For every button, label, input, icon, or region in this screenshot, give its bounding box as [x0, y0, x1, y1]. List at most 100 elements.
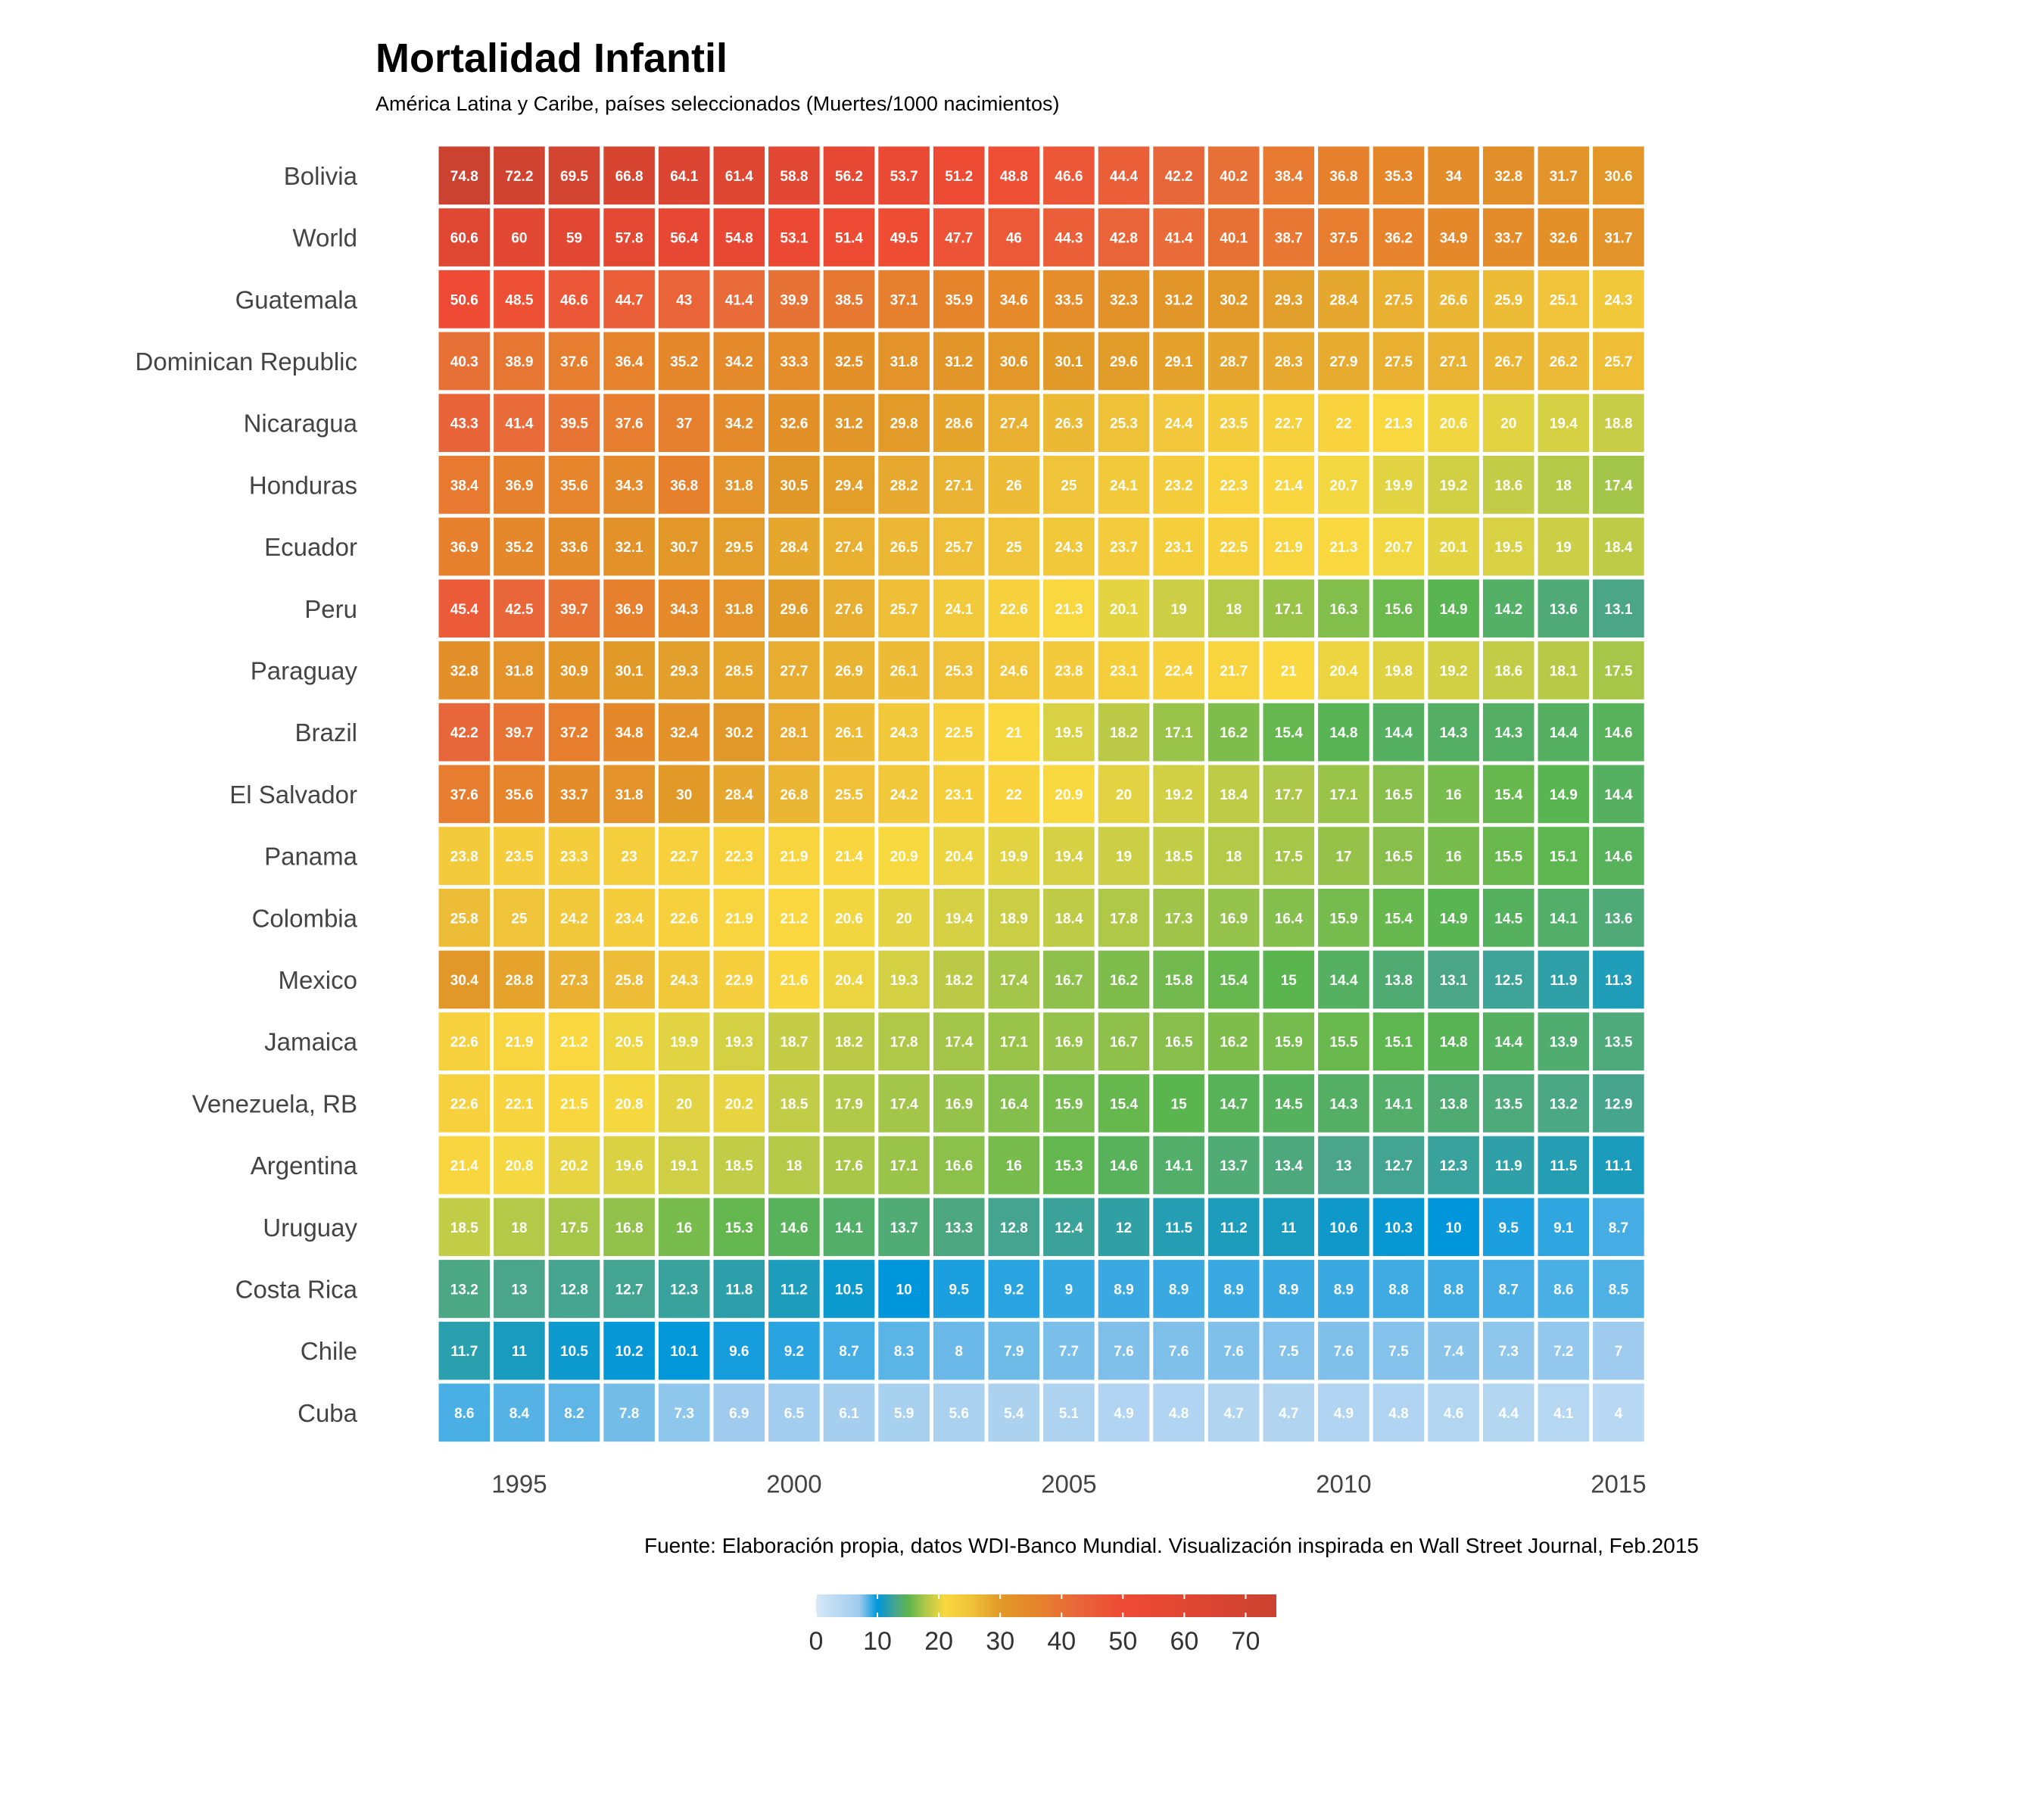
- heatmap-cell: [1482, 1074, 1535, 1133]
- chart-title: Mortalidad Infantil: [375, 36, 728, 81]
- cell-value-label: 14.6: [1604, 725, 1632, 741]
- cell-value-label: 17.8: [1110, 911, 1138, 927]
- cell-value-label: 27.9: [1329, 354, 1357, 370]
- heatmap-cell: [1593, 1074, 1644, 1133]
- x-tick-label: 2000: [766, 1470, 821, 1498]
- cell-value-label: 16.5: [1385, 849, 1413, 865]
- cell-value-label: 37.5: [1329, 231, 1357, 247]
- heatmap-cell: [878, 456, 930, 514]
- heatmap-cell: [1428, 1260, 1479, 1318]
- cell-value-label: 29.3: [670, 663, 698, 679]
- cell-value-label: 25.7: [890, 602, 918, 618]
- cell-value-label: 18.4: [1055, 911, 1083, 927]
- row-label: Venezuela, RB: [192, 1089, 357, 1117]
- cell-value-label: 11.5: [1550, 1158, 1577, 1174]
- heatmap-cell: [1318, 765, 1369, 824]
- cell-value-label: 15.1: [1550, 849, 1578, 865]
- heatmap-cell: [1207, 703, 1260, 762]
- cell-value-label: 19.4: [1055, 849, 1083, 865]
- cell-value-label: 7.6: [1223, 1344, 1243, 1360]
- heatmap-cell: [1098, 888, 1150, 947]
- heatmap-cell: [1043, 950, 1095, 1009]
- heatmap-cell: [878, 888, 930, 947]
- cell-value-label: 26.6: [1440, 292, 1468, 308]
- heatmap-cell: [1207, 146, 1260, 205]
- heatmap-cell: [438, 888, 491, 947]
- heatmap-cell: [1482, 1383, 1535, 1442]
- heatmap-cell: [768, 1198, 820, 1257]
- cell-value-label: 11.8: [725, 1282, 752, 1298]
- heatmap-cell: [548, 1136, 600, 1195]
- heatmap-cell: [494, 1260, 545, 1318]
- cell-value-label: 26.3: [1055, 416, 1083, 432]
- cell-value-label: 19.2: [1440, 478, 1468, 494]
- cell-value-label: 16.8: [615, 1220, 643, 1236]
- heatmap-cell: [1207, 765, 1260, 824]
- heatmap-cell: [494, 270, 545, 329]
- heatmap-cell: [823, 827, 875, 885]
- heatmap-cell: [1207, 456, 1260, 514]
- cell-value-label: 26.8: [780, 787, 808, 803]
- heatmap-cell: [1318, 146, 1369, 205]
- cell-value-label: 31.7: [1604, 231, 1632, 247]
- heatmap-cell: [603, 827, 655, 885]
- heatmap-cell: [548, 1074, 600, 1133]
- cell-value-label: 20.2: [725, 1096, 753, 1112]
- heatmap-cell: [1263, 1321, 1315, 1380]
- heatmap-cell: [548, 332, 600, 391]
- heatmap-cell: [878, 950, 930, 1009]
- heatmap-cell: [548, 146, 600, 205]
- heatmap-cell: [658, 1198, 710, 1257]
- heatmap-cell: [658, 1136, 710, 1195]
- cell-value-label: 10.2: [615, 1344, 643, 1360]
- row-label: Nicaragua: [244, 410, 358, 438]
- heatmap-cell: [1538, 394, 1590, 452]
- cell-value-label: 31.8: [890, 354, 918, 370]
- cell-value-label: 7.6: [1114, 1344, 1133, 1360]
- heatmap-cell: [1098, 270, 1150, 329]
- heatmap-cell: [603, 332, 655, 391]
- cell-value-label: 4: [1615, 1406, 1623, 1422]
- cell-value-label: 27.5: [1385, 292, 1413, 308]
- heatmap-cell: [1482, 827, 1535, 885]
- heatmap-cell: [933, 146, 985, 205]
- heatmap-cell: [1153, 332, 1204, 391]
- cell-value-label: 13.6: [1550, 602, 1578, 618]
- heatmap-cell: [658, 888, 710, 947]
- cell-value-label: 18.6: [1494, 663, 1522, 679]
- heatmap-cell: [548, 703, 600, 762]
- heatmap-cell: [878, 579, 930, 638]
- cell-value-label: 24.3: [890, 725, 918, 741]
- heatmap-cell: [1428, 888, 1479, 947]
- cell-value-label: 30.6: [1000, 354, 1028, 370]
- heatmap-cell: [1043, 888, 1095, 947]
- cell-value-label: 37.2: [560, 725, 588, 741]
- heatmap-cell: [548, 1383, 600, 1442]
- heatmap-cell: [1318, 1198, 1369, 1257]
- cell-value-label: 11.1: [1605, 1158, 1632, 1174]
- heatmap-cell: [548, 888, 600, 947]
- cell-value-label: 34.3: [670, 602, 698, 618]
- heatmap-cell: [768, 641, 820, 700]
- cell-value-label: 27.7: [780, 663, 808, 679]
- cell-value-label: 20.7: [1385, 540, 1413, 556]
- cell-value-label: 18.5: [1165, 849, 1193, 865]
- heatmap-cell: [1593, 208, 1644, 266]
- cell-value-label: 66.8: [615, 169, 643, 185]
- cell-value-label: 7.7: [1059, 1344, 1079, 1360]
- cell-value-label: 19.4: [1550, 416, 1578, 432]
- cell-value-label: 30.1: [615, 663, 643, 679]
- cell-value-label: 37.1: [890, 292, 918, 308]
- cell-value-label: 29.4: [835, 478, 863, 494]
- cell-value-label: 21.7: [1220, 663, 1248, 679]
- heatmap-cell: [438, 456, 491, 514]
- cell-value-label: 20.9: [1055, 787, 1083, 803]
- heatmap-cell: [1428, 332, 1479, 391]
- heatmap-cell: [1428, 1383, 1479, 1442]
- chart-subtitle: América Latina y Caribe, países seleccio…: [375, 92, 1060, 115]
- heatmap-cell: [713, 146, 765, 205]
- heatmap-cell: [1538, 1198, 1590, 1257]
- cell-value-label: 72.2: [505, 169, 533, 185]
- cell-value-label: 12.3: [670, 1282, 698, 1298]
- heatmap-cell: [438, 641, 491, 700]
